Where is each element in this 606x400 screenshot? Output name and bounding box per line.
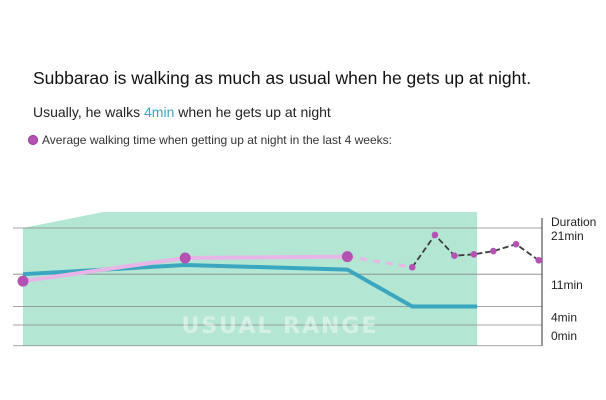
recent-walking-point [535,257,543,264]
recent-walking-point [451,252,458,260]
summary-prefix: Usually, he walks [33,104,145,120]
recent-walking-point [512,240,520,248]
summary-suffix: when he gets up at night [174,104,331,120]
usual-range-band [23,211,478,346]
monthly-average-point [341,251,353,263]
legend: Average walking time when getting up at … [28,133,392,147]
band-group [23,211,478,346]
legend-label: Average walking time when getting up at … [42,133,392,147]
usual-range-label: USUAL RANGE [181,314,378,339]
recent-walking-point [470,251,478,258]
monthly-to-recent-connector [347,255,413,269]
recent-walking-point [431,231,439,239]
recent-walking-point [490,247,497,255]
y-tick-label: 21min [551,229,584,243]
monthly-average-point [179,252,191,264]
y-tick-label: 0min [551,329,577,343]
usual-walking-summary: Usually, he walks 4min when he gets up a… [33,104,331,120]
y-tick-label: 11min [551,278,583,292]
y-axis-title: Duration [551,215,596,229]
usual-walking-line [22,262,478,309]
series-group [17,231,543,309]
monthly-average-point [17,275,29,287]
y-tick-label: 4min [551,311,577,325]
page-headline: Subbarao is walking as much as usual whe… [33,68,532,88]
recent-walking-point [408,263,416,271]
legend-marker-icon [28,135,38,145]
usual-walking-value: 4min [144,104,175,120]
